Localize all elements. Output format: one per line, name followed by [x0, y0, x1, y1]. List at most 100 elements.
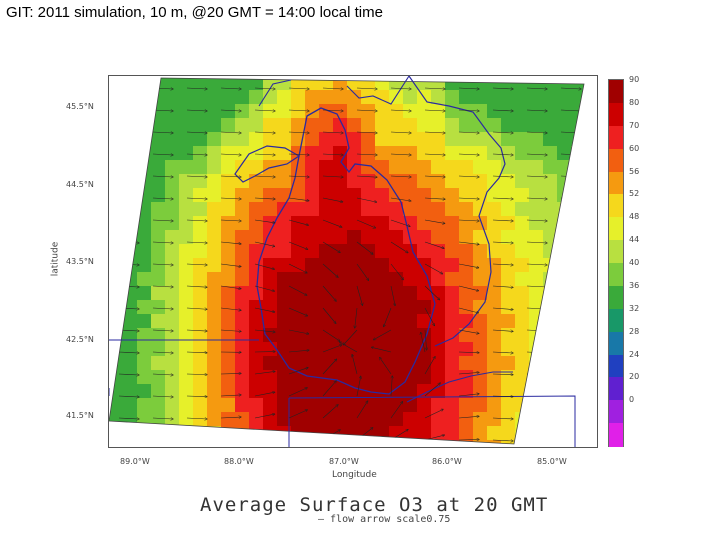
field-cell — [557, 426, 572, 441]
lake-erie-shoreline — [406, 371, 513, 403]
field-cell — [431, 412, 446, 427]
flow-arrow — [186, 220, 207, 221]
field-cell — [515, 118, 530, 133]
field-cell — [571, 314, 584, 329]
field-cell — [123, 342, 138, 357]
field-cell — [319, 188, 334, 203]
field-cell — [249, 118, 264, 133]
field-cell — [165, 440, 180, 444]
field-cell — [165, 230, 180, 245]
flow-arrow — [424, 357, 435, 375]
colorbar-swatch — [609, 263, 623, 287]
field-cell — [305, 356, 320, 371]
field-cell — [585, 258, 597, 273]
flow-arrow — [356, 110, 377, 111]
field-cell — [361, 286, 376, 301]
flow-arrow — [186, 88, 207, 89]
field-cell — [585, 90, 597, 105]
flow-arrow — [186, 132, 207, 133]
lake-michigan-shoreline — [256, 107, 436, 395]
field-cell — [123, 398, 138, 413]
field-cell — [249, 356, 264, 371]
flow-arrow — [352, 355, 358, 375]
field-cell — [235, 370, 250, 385]
field-cell — [515, 314, 530, 329]
flow-arrow — [118, 418, 139, 419]
field-cell — [221, 440, 236, 444]
field-cell — [319, 328, 334, 343]
flow-arrow — [492, 176, 513, 177]
flow-arrow — [390, 219, 410, 226]
field-cell — [263, 118, 278, 133]
field-cell — [571, 258, 584, 273]
field-cell — [333, 78, 348, 91]
field-cell — [221, 328, 236, 343]
field-cell — [501, 356, 516, 371]
field-cell — [179, 104, 194, 119]
field-cell — [375, 216, 390, 231]
field-cell — [543, 160, 558, 175]
field-cell — [585, 202, 597, 217]
field-cell — [193, 314, 208, 329]
flow-arrow — [560, 242, 581, 243]
field-cell — [529, 440, 544, 444]
field-cell — [389, 118, 404, 133]
field-cell — [347, 188, 362, 203]
field-cell — [137, 440, 152, 444]
field-cell — [529, 160, 544, 175]
field-cell — [319, 90, 334, 105]
flow-arrow — [152, 154, 173, 155]
field-cell — [333, 328, 348, 343]
field-cell — [179, 440, 194, 444]
field-cell — [557, 202, 572, 217]
field-cell — [459, 160, 474, 175]
field-cell — [403, 244, 418, 259]
flow-arrow — [390, 402, 403, 419]
flow-arrow — [186, 418, 207, 419]
field-cell — [235, 342, 250, 357]
field-cell — [515, 356, 530, 371]
field-cell — [179, 370, 194, 385]
field-cell — [319, 398, 334, 413]
field-cell — [235, 160, 250, 175]
flow-arrow — [424, 263, 442, 274]
state-borders — [108, 339, 576, 447]
field-cell — [151, 146, 166, 161]
field-cell — [473, 118, 488, 133]
y-tick-label: 45.5°N — [66, 102, 94, 111]
flow-arrow — [186, 396, 207, 397]
field-cell — [445, 356, 460, 371]
field-cell — [501, 300, 516, 315]
field-cell — [179, 342, 194, 357]
field-cell — [319, 286, 334, 301]
field-cell — [417, 160, 432, 175]
field-cell — [361, 370, 376, 385]
flow-arrow — [560, 308, 581, 309]
field-cell — [459, 412, 474, 427]
field-cell — [487, 384, 502, 399]
flow-arrow — [322, 110, 343, 111]
field-cell — [431, 104, 446, 119]
field-cell — [319, 132, 334, 147]
field-cell — [207, 258, 222, 273]
flow-arrow — [186, 286, 207, 287]
field-cell — [193, 286, 208, 301]
field-cell — [571, 174, 584, 189]
flow-arrow — [390, 110, 411, 111]
flow-arrow — [492, 198, 513, 199]
field-cell — [431, 202, 446, 217]
field-cell — [501, 104, 516, 119]
field-cell — [571, 398, 584, 413]
field-cell — [403, 258, 418, 273]
flow-arrow — [220, 395, 241, 396]
flow-arrow — [220, 198, 241, 199]
field-cell — [319, 244, 334, 259]
map-plot-area — [108, 75, 598, 448]
field-cell — [305, 78, 320, 91]
field-cell — [179, 356, 194, 371]
flow-arrow — [492, 154, 513, 155]
field-cell — [361, 412, 376, 427]
field-cell — [487, 160, 502, 175]
field-cell — [263, 272, 278, 287]
field-cell — [557, 230, 572, 245]
